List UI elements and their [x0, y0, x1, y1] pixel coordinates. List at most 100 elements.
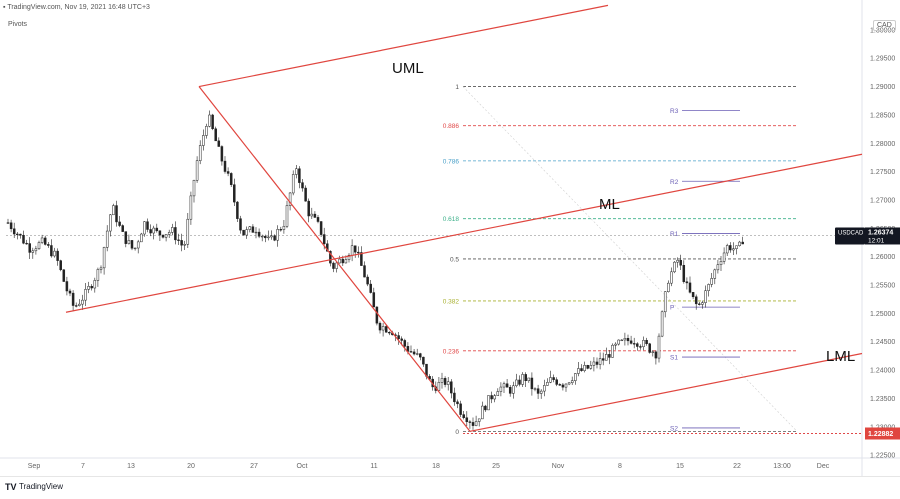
candle-body — [592, 361, 596, 366]
candle-body — [539, 390, 543, 394]
x-tick-label: Dec — [817, 463, 830, 470]
candle-body — [301, 182, 304, 189]
candle-body — [484, 405, 487, 411]
candle-body — [34, 248, 38, 252]
candle-body — [443, 378, 447, 385]
candle-body — [673, 261, 676, 273]
candle-body — [611, 344, 614, 358]
candle-body — [617, 339, 620, 345]
candle-body — [99, 267, 103, 270]
candle-body — [245, 229, 248, 236]
candle-body — [378, 322, 382, 331]
pivot-label: S2 — [670, 425, 678, 432]
pivot-label: S1 — [670, 355, 678, 362]
candle-body — [84, 289, 87, 301]
candle-body — [412, 351, 416, 355]
candle-body — [347, 254, 351, 260]
candle-body — [329, 251, 332, 264]
fib-level-label: 0.886 — [443, 123, 460, 130]
candle-body — [12, 228, 16, 235]
candle-body — [614, 343, 617, 346]
candle-body — [704, 290, 707, 303]
candle-body — [226, 171, 230, 174]
candle-body — [22, 234, 25, 244]
tradingview-logo-text[interactable]: TradingView — [19, 482, 64, 491]
footer: TV TradingView — [0, 476, 900, 495]
candle-body — [397, 335, 400, 340]
x-tick-label: 11 — [370, 463, 377, 470]
candle-body — [127, 240, 131, 244]
candle-body — [195, 160, 199, 181]
candle-body — [465, 417, 469, 422]
candle-body — [136, 241, 140, 249]
pivot-label: R2 — [670, 179, 679, 186]
candle-body — [19, 233, 22, 236]
indicator-label: Pivots — [8, 21, 28, 28]
candle-body — [198, 145, 202, 161]
y-tick-label: 1.27000 — [870, 197, 895, 204]
candle-body — [648, 343, 651, 353]
candle-body — [164, 234, 168, 238]
candle-body — [93, 280, 97, 289]
candle-body — [81, 299, 84, 305]
candle-body — [115, 205, 118, 223]
candle-body — [372, 292, 376, 308]
candle-body — [152, 227, 155, 234]
candle-body — [239, 218, 242, 231]
candle-body — [713, 269, 717, 279]
low-price-badge — [865, 427, 900, 440]
candle-body — [223, 160, 227, 172]
x-tick-label: 8 — [618, 463, 622, 470]
candle-body — [698, 303, 701, 305]
y-tick-label: 1.24000 — [870, 368, 895, 375]
candle-body — [691, 292, 695, 298]
candle-body — [710, 278, 713, 285]
y-tick-label: 1.22500 — [870, 453, 895, 460]
candle-body — [524, 374, 527, 381]
candle-body — [350, 245, 354, 256]
x-tick-label: Nov — [552, 463, 565, 470]
candle-body — [381, 326, 385, 331]
candle-body — [288, 192, 292, 206]
candle-body — [74, 305, 78, 307]
candle-body — [353, 245, 357, 253]
currency-badge[interactable]: CAD — [873, 20, 896, 31]
candle-body — [130, 240, 134, 249]
candle-body — [183, 243, 186, 246]
candle-body — [676, 259, 679, 263]
last-price-badge — [835, 227, 865, 245]
candle-body — [167, 232, 171, 235]
candle-body — [502, 383, 506, 388]
candle-body — [65, 281, 69, 292]
candle-body — [639, 346, 642, 348]
candle-body — [87, 286, 90, 290]
pitchfork-median-line — [65, 153, 863, 313]
candle-body — [598, 358, 602, 365]
candle-body — [716, 264, 720, 271]
candle-body — [549, 377, 552, 383]
candle-body — [68, 290, 72, 294]
candle-body — [295, 168, 298, 175]
symbol-label: USDCAD — [838, 230, 864, 236]
candle-body — [632, 343, 636, 345]
candle-body — [496, 391, 500, 396]
candle-body — [217, 140, 221, 147]
candle-body — [109, 214, 112, 232]
candle-body — [725, 245, 729, 254]
tradingview-logo-icon[interactable]: TV — [5, 482, 17, 492]
candle-body — [332, 262, 335, 269]
candle-body — [595, 361, 599, 365]
candle-body — [481, 405, 484, 420]
last-price-value-badge — [865, 227, 900, 245]
candle-body — [62, 269, 66, 282]
candle-body — [564, 383, 568, 388]
candle-body — [322, 234, 326, 245]
candle-body — [505, 383, 509, 388]
candle-body — [158, 230, 162, 236]
fib-level-label: 0.5 — [450, 256, 459, 263]
candle-body — [9, 222, 13, 230]
candle-body — [236, 201, 239, 219]
candle-body — [242, 229, 245, 236]
